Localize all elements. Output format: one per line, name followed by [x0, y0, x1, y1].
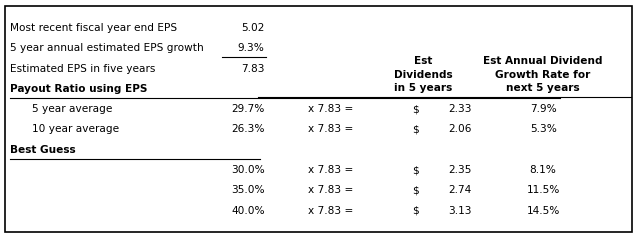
Text: 2.06: 2.06 [448, 124, 471, 135]
Text: Est
Dividends
in 5 years: Est Dividends in 5 years [394, 56, 453, 93]
Text: Most recent fiscal year end EPS: Most recent fiscal year end EPS [10, 23, 177, 33]
Text: 2.33: 2.33 [448, 104, 472, 114]
Text: Payout Ratio using EPS: Payout Ratio using EPS [10, 84, 147, 94]
Text: $: $ [412, 206, 419, 216]
Text: Estimated EPS in five years: Estimated EPS in five years [10, 63, 155, 74]
Text: 7.9%: 7.9% [530, 104, 557, 114]
Text: x 7.83 =: x 7.83 = [308, 185, 354, 195]
Text: $: $ [412, 185, 419, 195]
Text: $: $ [412, 165, 419, 175]
Text: x 7.83 =: x 7.83 = [308, 124, 354, 135]
Text: Best Guess: Best Guess [10, 145, 75, 155]
Text: 5.3%: 5.3% [530, 124, 557, 135]
Text: 5 year annual estimated EPS growth: 5 year annual estimated EPS growth [10, 43, 203, 53]
Text: x 7.83 =: x 7.83 = [308, 165, 354, 175]
Text: 30.0%: 30.0% [231, 165, 265, 175]
Text: 3.13: 3.13 [448, 206, 472, 216]
Text: x 7.83 =: x 7.83 = [308, 206, 354, 216]
Text: 5 year average: 5 year average [32, 104, 112, 114]
Text: 8.1%: 8.1% [530, 165, 557, 175]
Text: 2.74: 2.74 [448, 185, 471, 195]
Text: Est Annual Dividend
Growth Rate for
next 5 years: Est Annual Dividend Growth Rate for next… [483, 56, 603, 93]
Text: 35.0%: 35.0% [231, 185, 265, 195]
Text: $: $ [412, 104, 419, 114]
Text: 10 year average: 10 year average [32, 124, 119, 135]
Text: 9.3%: 9.3% [238, 43, 265, 53]
Text: 14.5%: 14.5% [526, 206, 560, 216]
Text: $: $ [412, 124, 419, 135]
Text: x 7.83 =: x 7.83 = [308, 104, 354, 114]
Text: 7.83: 7.83 [241, 63, 265, 74]
Text: 40.0%: 40.0% [231, 206, 265, 216]
Text: 2.35: 2.35 [448, 165, 471, 175]
Text: 29.7%: 29.7% [231, 104, 265, 114]
Text: 26.3%: 26.3% [231, 124, 265, 135]
Text: 11.5%: 11.5% [526, 185, 560, 195]
Text: 5.02: 5.02 [241, 23, 265, 33]
